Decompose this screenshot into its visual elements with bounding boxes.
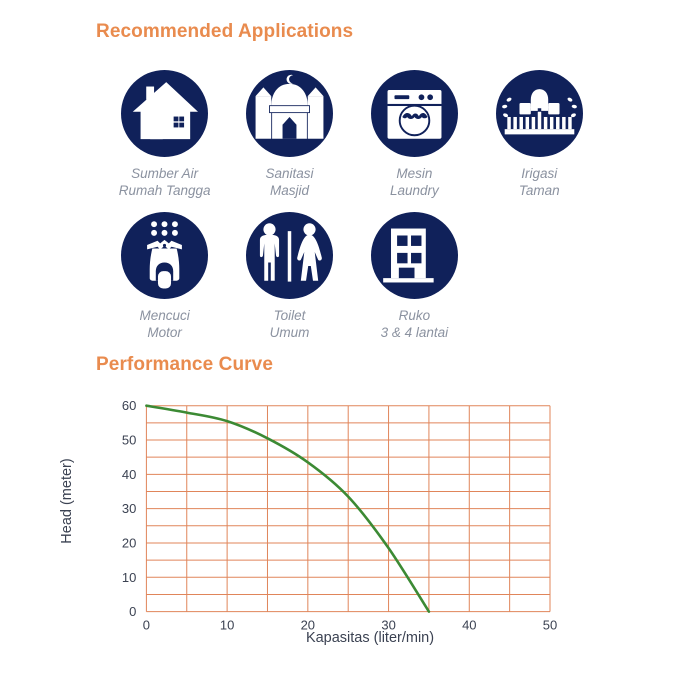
svg-text:0: 0 <box>129 604 136 619</box>
svg-text:60: 60 <box>122 398 136 413</box>
svg-text:50: 50 <box>122 433 136 448</box>
svg-text:20: 20 <box>122 536 136 551</box>
svg-text:30: 30 <box>122 501 136 516</box>
svg-text:40: 40 <box>122 467 136 482</box>
svg-text:10: 10 <box>122 570 136 585</box>
